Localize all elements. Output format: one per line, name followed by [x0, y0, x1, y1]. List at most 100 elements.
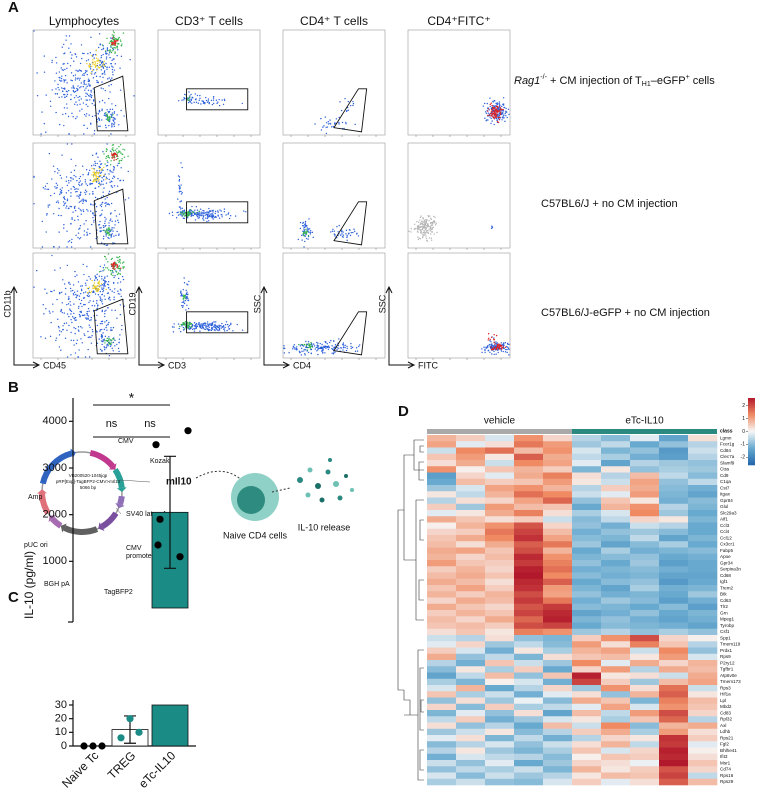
event-dot — [303, 231, 306, 233]
heatmap-cell — [485, 535, 515, 542]
heatmap-cell — [572, 735, 602, 742]
event-dot — [91, 65, 93, 68]
heatmap-cell — [456, 553, 486, 561]
heatmap-cell — [514, 760, 544, 767]
event-dot — [423, 231, 425, 233]
event-dot — [104, 50, 107, 52]
event-dot — [497, 343, 500, 345]
event-dot — [345, 229, 348, 232]
event-dot — [91, 102, 93, 105]
event-dot — [408, 230, 410, 232]
heatmap-cell — [630, 497, 660, 505]
heatmap-cell — [456, 591, 486, 598]
event-dot — [105, 218, 107, 220]
heatmap-cell — [456, 653, 486, 661]
event-dot — [46, 214, 48, 216]
event-dot — [96, 300, 98, 302]
event-dot — [94, 61, 96, 63]
event-dot — [102, 289, 105, 291]
event-dot — [52, 303, 54, 305]
event-dot — [489, 338, 491, 341]
event-dot — [84, 70, 87, 72]
heatmap-cell — [514, 435, 544, 442]
event-dot — [100, 169, 102, 171]
heatmap-cell — [514, 685, 544, 692]
event-dot — [304, 352, 306, 355]
gene-label: Slamf9 — [720, 460, 735, 465]
event-dot — [102, 62, 105, 65]
event-dot — [322, 126, 324, 128]
event-dot — [111, 37, 114, 39]
event-dot — [80, 70, 83, 72]
event-dot — [211, 322, 214, 325]
heatmap-cell — [572, 522, 602, 530]
gene-label: Grn — [720, 610, 728, 615]
heatmap-cell — [427, 760, 457, 767]
event-dot — [186, 283, 188, 285]
event-dot — [110, 202, 113, 205]
gate — [333, 88, 368, 133]
event-dot — [110, 258, 113, 261]
event-dot — [481, 351, 483, 354]
event-dot — [101, 108, 103, 110]
heatmap-cell — [427, 478, 457, 486]
event-dot — [175, 217, 178, 219]
heatmap-cell — [514, 616, 544, 623]
heatmap-cell — [456, 691, 486, 698]
event-dot — [110, 263, 113, 266]
event-dot — [80, 82, 82, 84]
event-dot — [100, 340, 103, 342]
event-dot — [213, 328, 215, 331]
colorbar-segment — [748, 411, 755, 414]
event-dot — [96, 60, 99, 62]
heatmap-cell — [543, 778, 573, 786]
event-dot — [218, 325, 221, 327]
event-dot — [92, 88, 94, 90]
y-tick-label: 10 — [55, 726, 67, 738]
event-dot — [99, 299, 102, 301]
heatmap-cell — [601, 697, 631, 705]
event-dot — [102, 183, 104, 186]
event-dot — [108, 111, 110, 114]
event-dot — [181, 304, 183, 307]
event-dot — [108, 222, 110, 224]
event-dot — [304, 235, 306, 238]
plasmid-label: CMV — [126, 545, 142, 552]
event-dot — [87, 173, 90, 175]
event-dot — [111, 186, 114, 188]
event-dot — [111, 220, 113, 223]
event-dot — [66, 103, 68, 105]
event-dot — [58, 292, 61, 295]
heatmap-cell — [427, 503, 457, 511]
event-dot — [206, 211, 208, 213]
event-dot — [106, 37, 108, 40]
event-dot — [71, 316, 74, 318]
heatmap-cell — [543, 747, 573, 755]
event-dot — [100, 230, 103, 232]
event-dot — [36, 269, 38, 272]
event-dot — [499, 116, 501, 118]
event-dot — [341, 229, 343, 232]
event-dot — [49, 312, 51, 314]
event-dot — [307, 234, 310, 237]
event-dot — [54, 93, 57, 95]
event-dot — [108, 66, 111, 68]
event-dot — [210, 324, 212, 326]
event-dot — [116, 343, 118, 346]
event-dot — [103, 283, 106, 286]
event-dot — [111, 59, 113, 62]
event-dot — [65, 322, 68, 324]
event-dot — [82, 52, 84, 55]
event-dot — [76, 290, 79, 292]
event-dot — [336, 347, 339, 349]
event-dot — [181, 295, 184, 297]
event-dot — [106, 177, 108, 180]
row-label-part: C57BL6/J + no CM injection — [541, 198, 678, 210]
event-dot — [57, 83, 59, 86]
event-dot — [111, 122, 113, 125]
event-dot — [113, 112, 115, 114]
heatmap-cell — [427, 703, 457, 711]
heatmap-cell — [572, 610, 602, 617]
plasmid-label: CMV — [118, 438, 134, 445]
event-dot — [428, 216, 430, 218]
